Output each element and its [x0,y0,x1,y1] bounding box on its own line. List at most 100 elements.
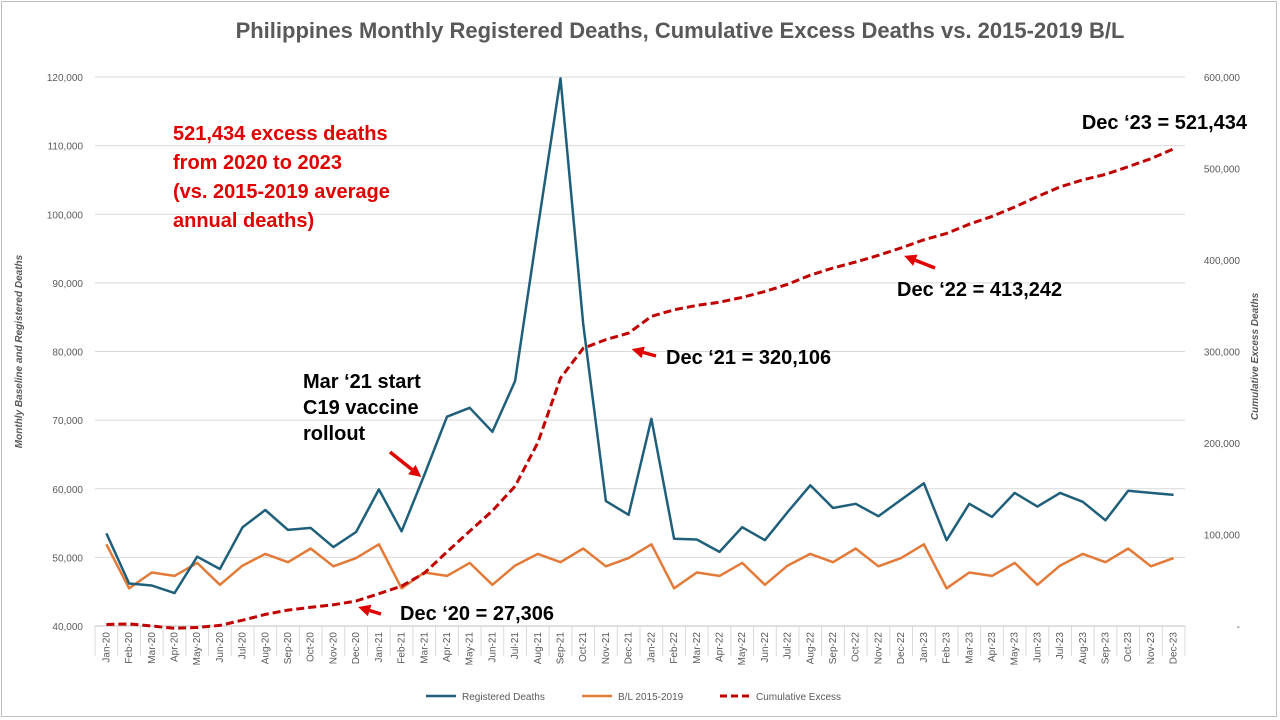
legend-label: Registered Deaths [462,692,545,703]
x-tick-label: Apr-20 [169,632,180,662]
x-tick-label: Feb-22 [669,632,680,664]
dec20-arrow [358,604,382,617]
y2-tick-label: 300,000 [1204,348,1241,359]
x-tick-label: Aug-23 [1078,632,1089,665]
annotation-line: (vs. 2015-2019 average [173,181,390,203]
annotation-line: C19 vaccine [303,397,419,419]
y2-tick-label: 600,000 [1204,73,1241,84]
arrow-head [904,254,918,266]
x-tick-label: Feb-23 [942,632,953,664]
x-tick-label: Jun-23 [1032,632,1043,663]
y-tick-label: 100,000 [47,210,84,221]
y-tick-label: 120,000 [47,73,84,84]
x-tick-label: Feb-20 [124,632,135,664]
x-tick-label: Mar-21 [419,632,430,664]
x-tick-label: Nov-23 [1146,632,1157,665]
chart-title: Philippines Monthly Registered Deaths, C… [236,18,1125,43]
y-tick-label: 70,000 [52,416,83,427]
x-tick-label: Jun-21 [487,632,498,663]
vaccine-rollout-annotation: Mar ‘21 start C19 vaccine rollout [303,371,421,445]
y-tick-label: 80,000 [52,348,83,359]
annotation-line: 521,434 excess deaths [173,123,388,145]
legend-label: Cumulative Excess [756,692,841,703]
x-tick-label: Jun-20 [215,632,226,663]
x-tick-label: Apr-22 [714,632,725,662]
legend-item: Registered Deaths [426,692,545,703]
y2-tick-label: 400,000 [1204,256,1241,267]
dec22-arrow [904,254,936,270]
y-axis-title: Monthly Baseline and Registered Deaths [14,254,25,448]
legend-item: Cumulative Excess [720,692,841,703]
x-tick-label: Jan-22 [646,632,657,663]
y-tick-label: 90,000 [52,279,83,290]
x-tick-label: Apr-23 [987,632,998,662]
annotation-line: Mar ‘21 start [303,371,421,393]
dec23-annotation: Dec ‘23 = 521,434 [1082,112,1248,134]
x-tick-label: Aug-22 [805,632,816,665]
x-tick-label: Sep-21 [556,632,567,665]
arrow-head [358,604,372,617]
dec22-annotation: Dec ‘22 = 413,242 [897,279,1062,301]
x-tick-label: May-21 [465,632,476,666]
y-tick-label: 110,000 [48,142,84,153]
x-tick-label: Oct-20 [306,632,317,662]
arrow-shaft [642,350,657,358]
y2-tick-label: 200,000 [1204,439,1241,450]
annotation-layer: 521,434 excess deaths from 2020 to 2023 (v… [173,112,1248,625]
y-tick-label: 50,000 [52,553,83,564]
legend: Registered Deaths B/L 2015-2019 Cumulative… [426,692,841,703]
axes-layer: 40,000 50,000 60,000 70,000 80,000 90,000 100,… [14,73,1261,665]
x-tick-label: Oct-21 [578,632,589,662]
arrow-shaft [914,258,936,270]
x-tick-label: Sep-22 [828,632,839,665]
y2-tick-label: 100,000 [1204,531,1241,542]
x-tick-label: Dec-23 [1169,632,1180,665]
registered-deaths-line [105,77,1174,595]
baseline-line [105,543,1175,590]
x-tick-label: Apr-21 [442,632,453,662]
x-tick-label: Oct-22 [851,632,862,662]
legend-label: B/L 2015-2019 [618,692,684,703]
x-tick-label: Nov-20 [328,632,339,665]
x-tick-label: May-22 [737,632,748,666]
arrow-head [631,346,645,359]
arrow-shaft [369,608,382,616]
x-tick-label: Jul-20 [238,632,249,660]
x-tick-label: May-20 [192,632,203,666]
y-tick-label: 60,000 [52,485,83,496]
annotation-line: Dec ‘22 = 413,242 [897,279,1062,301]
y-tick-label: 40,000 [52,622,83,633]
arrow-shaft [388,450,413,471]
x-tick-label: Jul-21 [510,632,521,660]
x-tick-label: Sep-23 [1101,632,1112,665]
x-tick-label: Feb-21 [397,632,408,664]
x-tick-label: Jun-22 [760,632,771,663]
x-tick-label: Jul-22 [783,632,794,660]
x-tick-label: Aug-21 [533,632,544,665]
x-tick-label: Dec-22 [896,632,907,665]
y2-tick-label: 500,000 [1204,165,1241,176]
annotation-line: Dec ‘21 = 320,106 [666,347,831,369]
excess-summary-annotation: 521,434 excess deaths from 2020 to 2023 (v… [173,123,390,232]
x-tick-label: May-23 [1010,632,1021,666]
x-tick-label: Nov-21 [601,632,612,665]
x-tick-label: Mar-22 [692,632,703,664]
dec21-arrow [631,346,657,359]
y2-tick-label: - [1237,622,1240,633]
x-tick-label: Mar-23 [964,632,975,664]
x-tick-label: Oct-23 [1123,632,1134,662]
x-tick-label: Dec-20 [351,632,362,665]
x-tick-label: Jul-23 [1055,632,1066,660]
annotation-line: Dec ‘23 = 521,434 [1082,112,1248,134]
arrow-head [408,464,422,477]
legend-item: B/L 2015-2019 [582,692,684,703]
series-layer [105,77,1175,630]
x-tick-label: Mar-20 [147,632,158,664]
dec20-annotation: Dec ‘20 = 27,306 [400,603,554,625]
annotation-line: Dec ‘20 = 27,306 [400,603,554,625]
x-tick-label: Dec-21 [624,632,635,665]
annotation-line: annual deaths) [173,210,314,232]
dec21-annotation: Dec ‘21 = 320,106 [666,347,831,369]
